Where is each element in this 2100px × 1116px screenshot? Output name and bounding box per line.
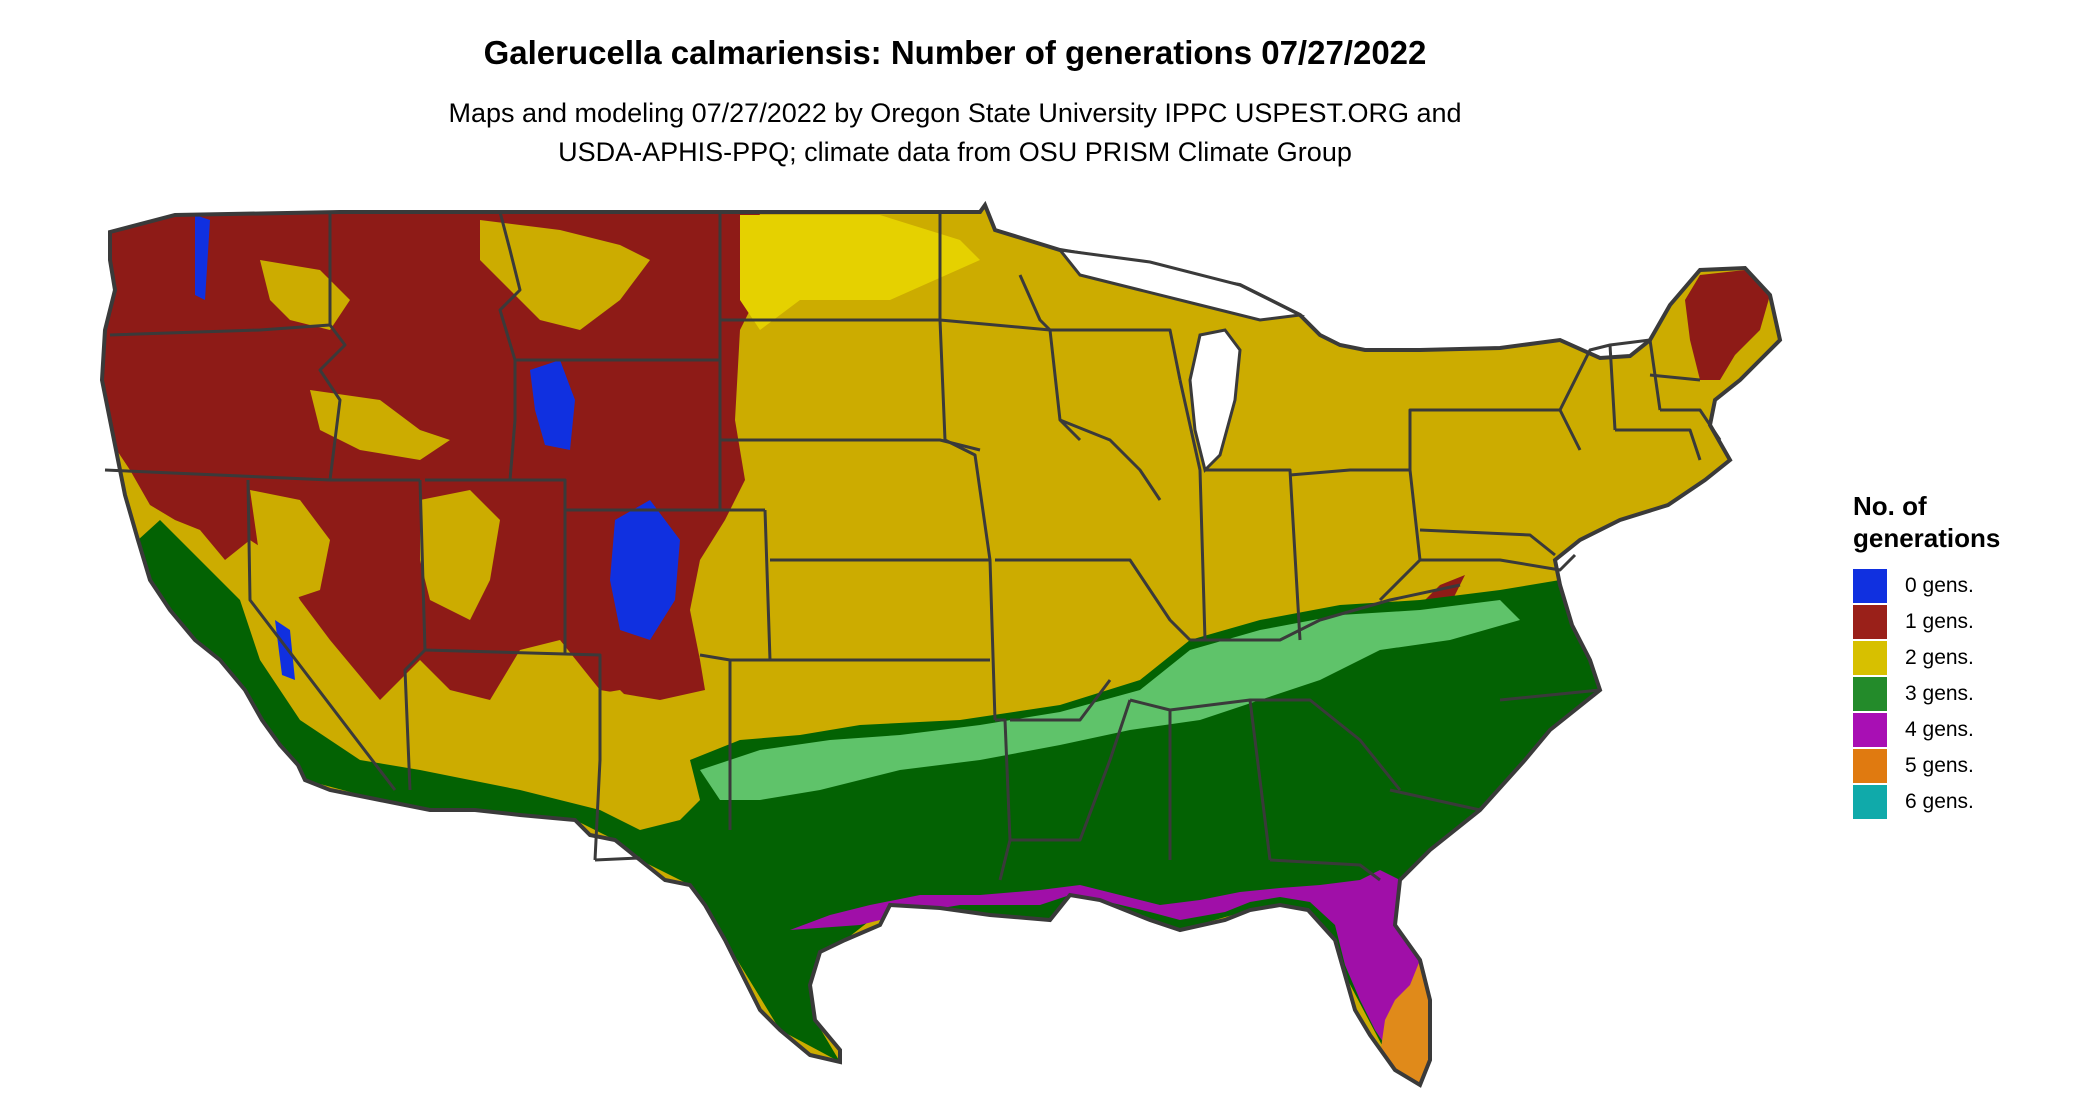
legend-swatch [1853,641,1887,675]
legend-title: No. of generations [1853,490,2000,554]
lake-superior [1056,248,1306,322]
legend-title-line-2: generations [1853,523,2001,553]
legend-item: 1 gens. [1853,604,2000,640]
subtitle-line-2: USDA-APHIS-PPQ; climate data from OSU PR… [558,137,1352,167]
zone-2-gens-utah [420,490,500,620]
zone-2-gens-snake-plain [310,390,450,460]
zone-1-gens-west [102,210,760,700]
legend-swatch [1853,677,1887,711]
us-generations-map [100,203,1782,1087]
legend-label: 5 gens. [1905,754,1974,777]
legend-items: 0 gens. 1 gens. 2 gens. 3 gens. 4 gens. 5 gen… [1853,568,2000,820]
zone-1-gens-maine [1685,270,1770,380]
zone-0-gens-sierra [275,620,295,680]
legend-swatch [1853,713,1887,747]
legend-swatch [1853,749,1887,783]
zone-3-gens-light-fringe [700,600,1520,800]
legend-label: 0 gens. [1905,574,1974,597]
legend-item: 2 gens. [1853,640,2000,676]
map-title: Galerucella calmariensis: Number of gene… [483,34,1427,71]
zone-2-gens-light-north [740,215,980,330]
legend-label: 6 gens. [1905,790,1974,813]
zone-2-gens-montana-north [480,220,650,330]
legend-title-line-1: No. of [1853,491,1927,521]
legend-swatch [1853,569,1887,603]
legend-swatch [1853,785,1887,819]
state-borders [104,211,1722,882]
map-subtitle: Maps and modeling 07/27/2022 by Oregon S… [0,94,1910,172]
zone-0-gens-colorado [610,500,680,640]
legend-item: 6 gens. [1853,784,2000,820]
legend-label: 2 gens. [1905,646,1974,669]
legend-item: 5 gens. [1853,748,2000,784]
legend-item: 4 gens. [1853,712,2000,748]
lake-michigan [1188,328,1242,473]
zone-2-gens-idaho [260,260,350,330]
zone-5-gens-south-texas [895,1000,910,1060]
subtitle-line-1: Maps and modeling 07/27/2022 by Oregon S… [448,98,1462,128]
zone-2-gens-new-mexico [540,690,700,780]
legend-label: 4 gens. [1905,718,1974,741]
legend-label: 3 gens. [1905,682,1974,705]
legend: No. of generations 0 gens. 1 gens. 2 gens.… [1853,490,2000,820]
zone-4-gens-gulf-coast [790,870,1430,1085]
zone-2-gens-nevada [250,490,330,600]
zone-0-gens-wyoming [530,360,575,450]
legend-label: 1 gens. [1905,610,1974,633]
legend-item: 3 gens. [1853,676,2000,712]
zone-0-gens-washington [195,215,210,300]
legend-item: 0 gens. [1853,568,2000,604]
zone-5-gens-south-florida [1380,960,1430,1085]
legend-swatch [1853,605,1887,639]
